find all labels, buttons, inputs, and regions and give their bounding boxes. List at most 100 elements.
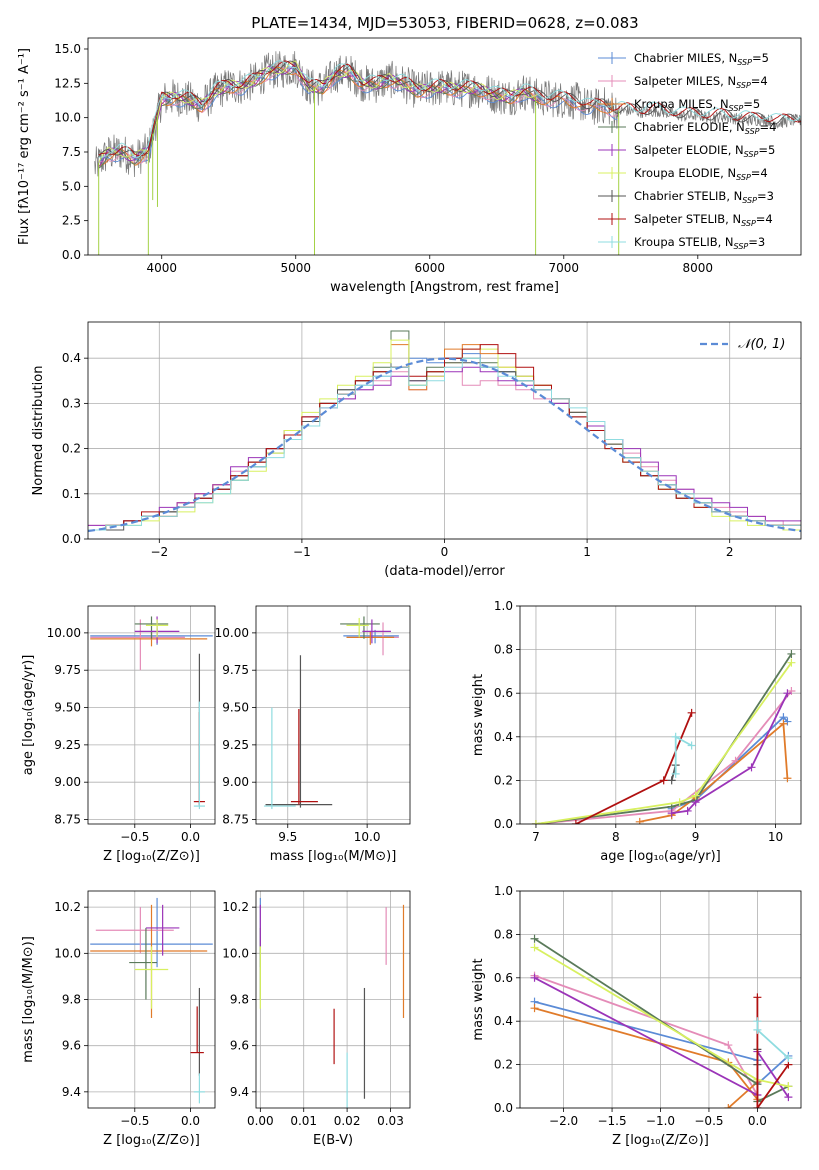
- y-tick-label: 10.0: [54, 946, 81, 960]
- mass-weight-marker: [747, 763, 756, 772]
- mass-weight-marker: [784, 1093, 793, 1102]
- error-bar-point: [145, 904, 180, 956]
- y-tick-label: 0.8: [494, 927, 513, 941]
- x-tick-label: 4000: [146, 261, 177, 275]
- model-spectrum-line: [98, 60, 801, 157]
- axes-frame: [87, 605, 216, 825]
- error-bar-point: [346, 631, 395, 645]
- x-tick-label: 10: [768, 830, 783, 844]
- legend-label: Chabrier MILES, NSSP=5: [634, 51, 769, 67]
- y-tick-label: 0.4: [494, 730, 513, 744]
- legend-label-main: Chabrier ELODIE, N: [634, 120, 745, 134]
- mass-weight-marker: [779, 719, 788, 728]
- mass-weight-line: [535, 662, 793, 824]
- legend-label: Chabrier STELIB, NSSP=3: [634, 189, 774, 205]
- x-tick-label: 0.0: [748, 1114, 767, 1128]
- error-bar-point: [346, 617, 369, 638]
- legend-label-main: Kroupa MILES, N: [634, 97, 729, 111]
- x-tick-label: −0.5: [120, 830, 149, 844]
- mass-weight-marker: [530, 934, 539, 943]
- legend-label-main: Salpeter MILES, N: [634, 74, 736, 88]
- y-axis-label: mass weight: [471, 674, 486, 756]
- legend-label-main: Chabrier STELIB, N: [634, 189, 742, 203]
- y-tick-label: 12.5: [54, 76, 81, 90]
- x-axis-label: age [log₁₀(age/yr)]: [600, 849, 721, 864]
- legend-label-count: =4: [760, 120, 777, 134]
- legend-label-main: Salpeter STELIB, N: [634, 212, 741, 226]
- mass-weight-line: [756, 997, 790, 1108]
- axes-frame: [255, 605, 411, 825]
- legend-label: Kroupa MILES, NSSP=5: [634, 97, 760, 113]
- mass-weight-marker: [683, 806, 692, 815]
- error-bar-point: [95, 907, 174, 954]
- legend-label-count: =5: [743, 97, 760, 111]
- y-axis-label: mass [log₁₀(M/M⊙)]: [21, 936, 36, 1063]
- y-tick-label: 1.0: [494, 884, 513, 898]
- x-tick-label: 0.00: [247, 1114, 274, 1128]
- y-tick-label: 9.25: [54, 738, 81, 752]
- mass-weight-marker: [530, 973, 539, 982]
- mass-weight-marker: [691, 791, 700, 800]
- x-tick-label: 8: [612, 830, 620, 844]
- y-tick-label: 0.0: [62, 248, 81, 262]
- mass-weight-marker: [753, 1104, 762, 1108]
- y-tick-label: 9.50: [222, 701, 249, 715]
- y-tick-label: 0.0: [62, 532, 81, 546]
- residual-histogram: [88, 357, 801, 531]
- y-tick-label: 10.00: [47, 626, 81, 640]
- x-tick-label: 0.02: [334, 1114, 361, 1128]
- legend-label-subscript: SSP: [729, 104, 744, 113]
- legend-label-count: =3: [748, 235, 765, 249]
- model-spectrum-line: [98, 60, 801, 158]
- x-tick-label: 8000: [683, 261, 714, 275]
- y-axis-label: mass weight: [471, 958, 486, 1040]
- axes-frame: [519, 605, 802, 825]
- model-spectrum-line: [98, 60, 538, 163]
- y-tick-label: 1.0: [494, 599, 513, 613]
- legend-label-main: Salpeter ELODIE, N: [634, 143, 744, 157]
- legend-label: 𝒩(0, 1): [738, 337, 785, 352]
- weight_vs_age-axes: 7 8 9 10 0.0 0.2 0.4 0.6 0.8 1.0 age [log₁₀(age/yr…: [471, 599, 802, 864]
- y-tick-label: 9.6: [230, 1039, 249, 1053]
- x-tick-label: −2.0: [549, 1114, 578, 1128]
- y-tick-label: 0.1: [62, 487, 81, 501]
- legend-label-subscript: SSP: [741, 219, 756, 228]
- y-tick-label: 0.2: [494, 1058, 513, 1072]
- x-tick-label: 9.5: [278, 830, 297, 844]
- mass_vs_ebv-axes: 0.00 0.01 0.02 0.03 9.4 9.6 9.8 10.0 10.2 E(B-V): [222, 890, 411, 1148]
- legend-label: Kroupa ELODIE, NSSP=4: [634, 166, 768, 182]
- residuals-axes: −2 −1 0 1 2 0.0 0.1 0.2 0.3 0.4 (data-model)/error…: [31, 321, 802, 579]
- y-tick-label: 10.00: [215, 626, 249, 640]
- y-tick-label: 0.0: [494, 817, 513, 831]
- x-axis-label: wavelength [Angstrom, rest frame]: [330, 280, 559, 295]
- mass_vs_z-axes: −0.5 0.0 9.4 9.6 9.8 10.0 10.2 Z [log₁₀(Z/Z⊙)] m…: [21, 890, 216, 1148]
- mass-weight-marker: [783, 689, 792, 698]
- y-tick-label: 5.0: [62, 179, 81, 193]
- legend-label: Chabrier ELODIE, NSSP=4: [634, 120, 776, 136]
- y-tick-label: 10.0: [222, 946, 249, 960]
- x-tick-label: −0.5: [120, 1114, 149, 1128]
- mass-weight-marker: [675, 798, 684, 807]
- mass-weight-marker: [571, 820, 580, 824]
- x-tick-label: 7000: [549, 261, 580, 275]
- error-bar-point: [193, 701, 205, 810]
- plot-marks: [263, 616, 399, 810]
- mass-weight-marker: [687, 708, 696, 717]
- weight_vs_z-axes: −2.0 −1.5 −1.0 −0.5 0.0 0.0 0.2 0.4 0.6 0.8 1.0 Z […: [471, 884, 802, 1148]
- y-tick-label: 9.75: [54, 663, 81, 677]
- y-tick-label: 0.6: [494, 686, 513, 700]
- x-tick-label: −1.0: [646, 1114, 675, 1128]
- y-tick-label: 10.2: [222, 900, 249, 914]
- mass-weight-line: [535, 653, 793, 824]
- x-tick-label: 2: [726, 545, 734, 559]
- y-axis-label: Normed distribution: [31, 366, 46, 496]
- x-tick-label: 7: [532, 830, 540, 844]
- x-axis-label: Z [log₁₀(Z/Z⊙)]: [103, 849, 200, 864]
- x-axis-label: Z [log₁₀(Z/Z⊙)]: [612, 1133, 709, 1148]
- legend-label-subscript: SSP: [742, 196, 757, 205]
- mass-weight-marker: [530, 1004, 539, 1013]
- error-bar-point: [362, 619, 391, 644]
- x-tick-label: −1: [293, 545, 311, 559]
- error-bar-point: [190, 1006, 204, 1054]
- y-tick-label: 7.5: [62, 145, 81, 159]
